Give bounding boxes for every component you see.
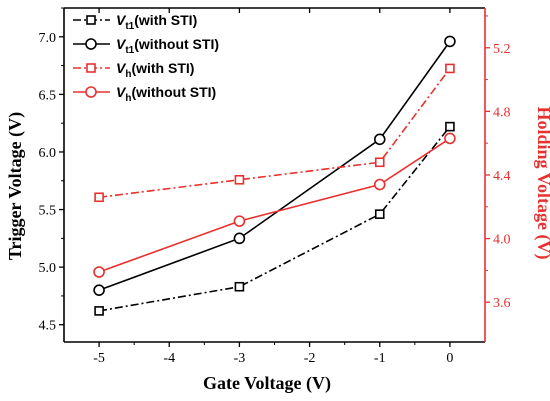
legend-label-0: Vt1(with STI)	[116, 12, 197, 32]
axes-layer: -5 -4 -3 -2 -1 0 4.5 5.0 5.5 6.0 6.5 7.0 3.6 4.0 4.4 4.…	[39, 7, 511, 366]
y-right-tick-label: 5.2	[493, 42, 511, 57]
legend-marker-3	[85, 86, 97, 98]
data-point-1	[233, 232, 246, 245]
data-point-3	[93, 266, 105, 278]
data-point-2	[234, 174, 245, 185]
y-left-tick-label: 5.0	[39, 261, 57, 276]
data-point-1	[373, 133, 386, 146]
data-point-1	[444, 35, 456, 48]
y-left-tick-label: 5.5	[39, 204, 57, 219]
y-right-tick-label: 4.4	[493, 169, 511, 184]
data-point-2	[445, 63, 455, 74]
data-point-0	[374, 209, 385, 219]
data-point-3	[233, 215, 246, 227]
x-tick-label: -3	[234, 351, 246, 366]
legend-label-1: Vt1(without STI)	[116, 36, 219, 56]
data-point-0	[94, 306, 104, 316]
y-right-tick-label: 4.8	[493, 105, 511, 120]
y-left-tick-label: 6.0	[39, 146, 57, 161]
legend-label-3: Vh(without STI)	[116, 84, 216, 104]
y-right-axis-label: Holding Voltage (V)	[533, 106, 550, 259]
data-point-0	[445, 121, 455, 132]
x-tick-label: -2	[304, 351, 316, 366]
y-right-tick-label: 3.6	[493, 296, 511, 311]
legend-marker-1	[85, 38, 97, 50]
y-left-axis-label: Trigger Voltage (V)	[5, 112, 26, 260]
series-line-3	[98, 137, 451, 273]
legend-marker-0	[86, 15, 96, 25]
legend-label-2: Vh(with STI)	[116, 60, 194, 80]
series-line-1	[98, 40, 451, 291]
y-right-tick-label: 4.0	[493, 233, 511, 248]
x-tick-label: -1	[374, 351, 386, 366]
x-tick-label: -4	[163, 351, 175, 366]
x-axis-label: Gate Voltage (V)	[203, 373, 331, 394]
series-line-0	[98, 126, 451, 312]
data-point-3	[373, 178, 386, 191]
data-point-2	[94, 192, 104, 203]
data-point-0	[234, 281, 245, 292]
series-line-2	[98, 67, 451, 199]
x-tick-label: 0	[446, 351, 453, 366]
y-left-tick-label: 7.0	[39, 31, 57, 46]
legend-marker-2	[86, 63, 96, 73]
data-point-2	[374, 157, 385, 168]
series-layer	[93, 35, 456, 316]
y-left-tick-label: 6.5	[39, 88, 57, 103]
y-left-tick-label: 4.5	[39, 319, 57, 334]
data-point-1	[93, 284, 105, 296]
x-tick-label: -5	[93, 351, 105, 366]
data-point-3	[444, 132, 456, 145]
legend: Vt1(with STI) Vt1(without STI) Vh(with STI…	[73, 12, 219, 104]
